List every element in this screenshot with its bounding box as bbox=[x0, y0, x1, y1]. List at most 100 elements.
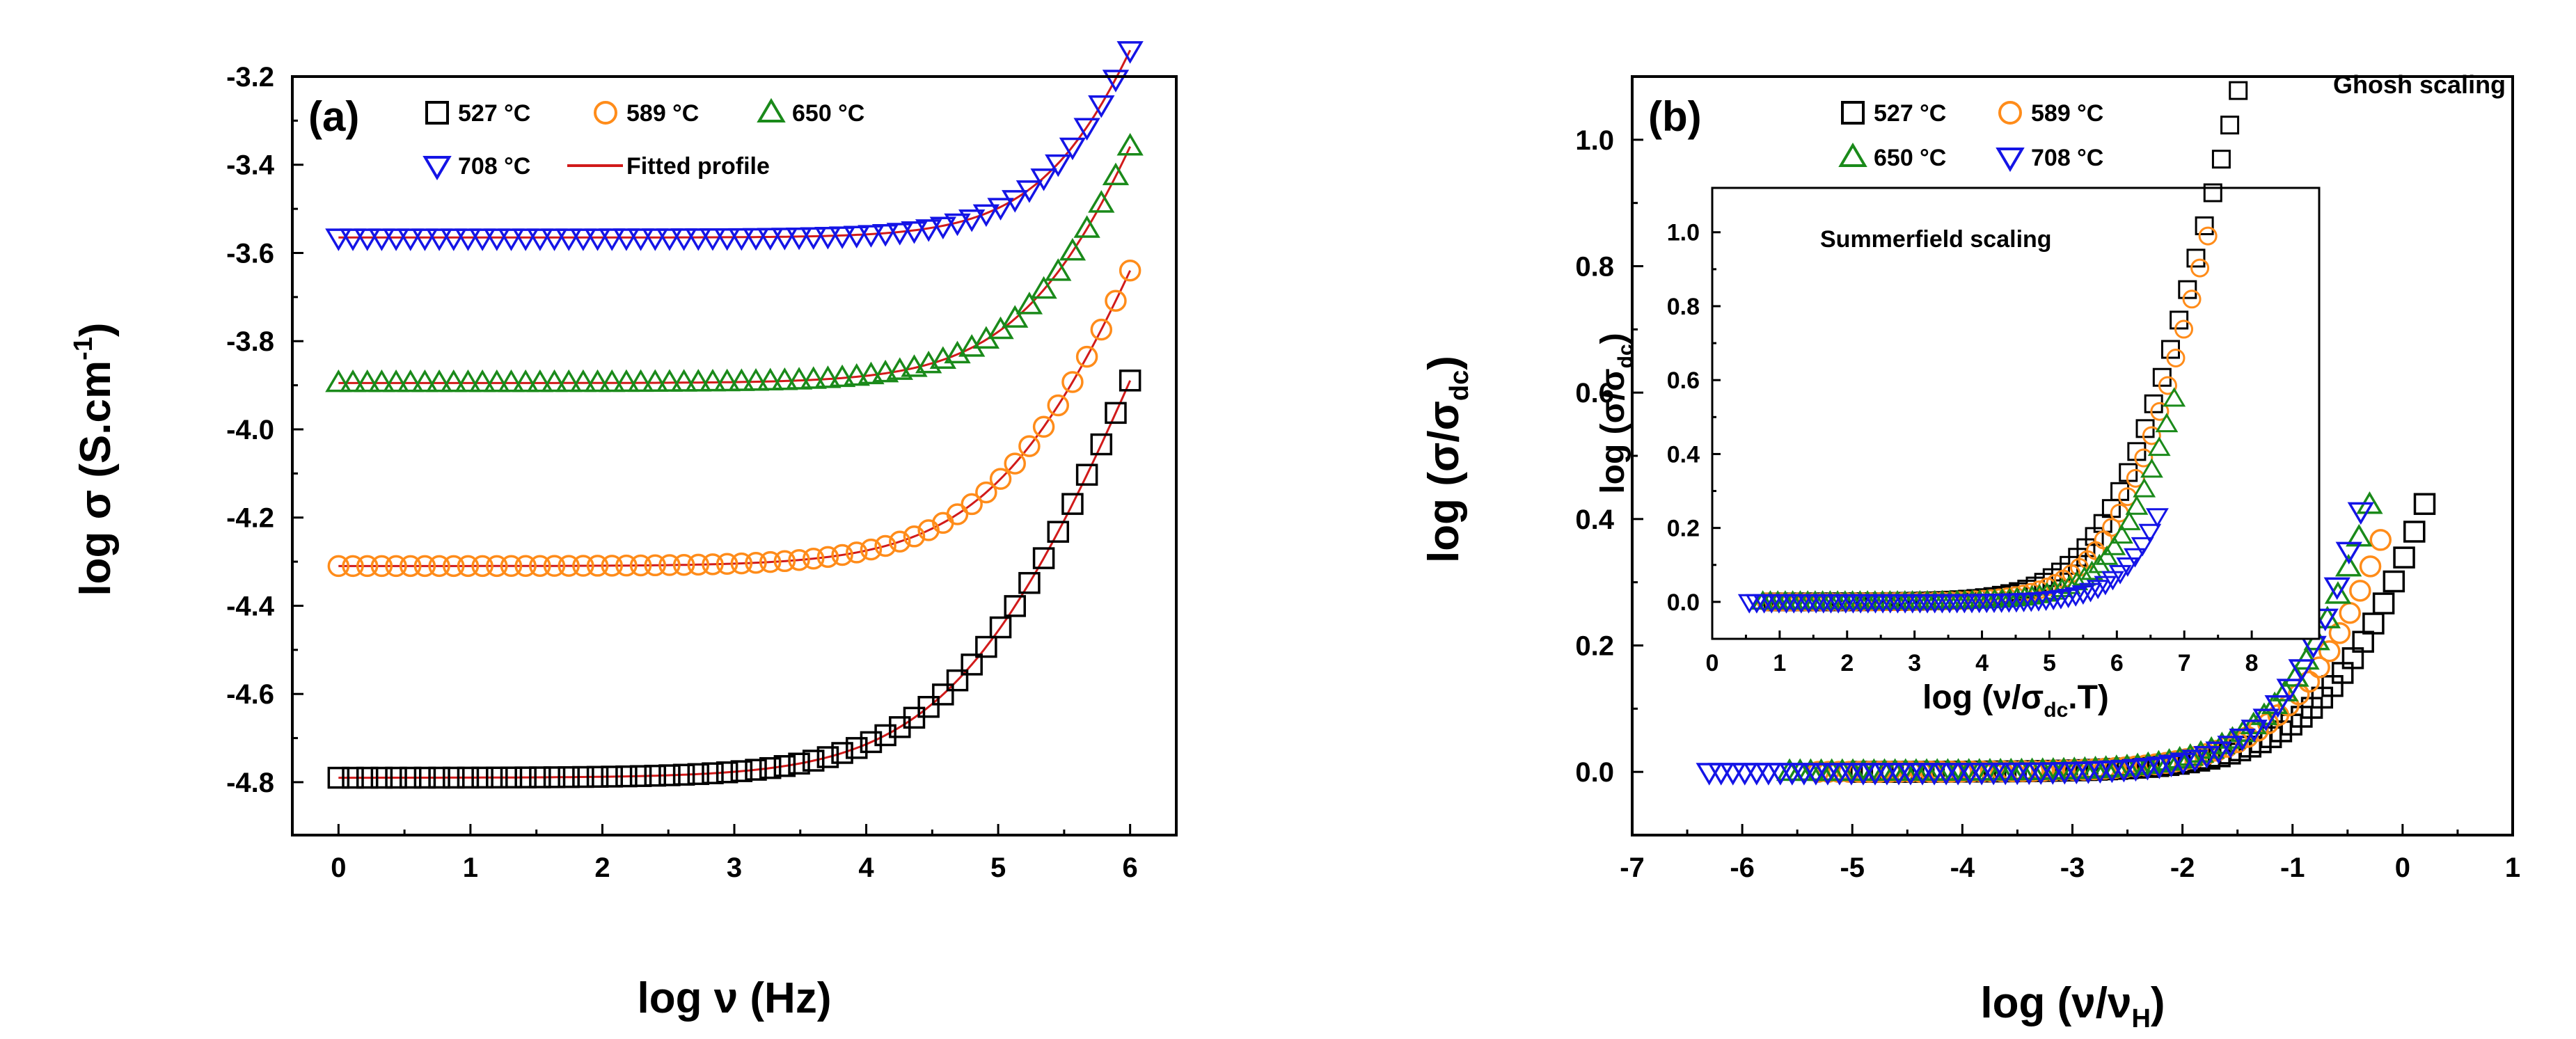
b-point-708 bbox=[2146, 756, 2173, 779]
b-legend-marker-708 bbox=[1996, 148, 2025, 173]
b-point-527 bbox=[2372, 592, 2395, 614]
b-point-708 bbox=[2193, 746, 2220, 769]
b-inset-x-axis-title: log (ν/σdc.T) bbox=[1922, 679, 2109, 722]
a-point-527 bbox=[572, 766, 594, 788]
a-series bbox=[325, 41, 1144, 789]
b-inset-point-589 bbox=[2142, 426, 2161, 445]
a-point-527 bbox=[1004, 595, 1026, 617]
b-inset-y-tick-label: 0.6 bbox=[1667, 367, 1700, 394]
a-point-589 bbox=[356, 555, 379, 578]
a-y-tick-label: -4.0 bbox=[226, 415, 274, 445]
a-point-527 bbox=[773, 755, 796, 777]
a-point-650 bbox=[814, 365, 841, 388]
a-point-527 bbox=[500, 766, 523, 788]
a-point-527 bbox=[816, 746, 839, 768]
b-inset-point-708 bbox=[2049, 589, 2073, 610]
a-y-tick-label: -3.4 bbox=[226, 150, 275, 181]
a-point-650 bbox=[339, 369, 367, 392]
a-point-527 bbox=[759, 756, 782, 779]
b-point-650 bbox=[2324, 581, 2352, 604]
a-point-589 bbox=[1004, 452, 1026, 475]
a-point-708 bbox=[526, 228, 554, 251]
a-point-708 bbox=[1088, 95, 1115, 118]
b-plot-frame bbox=[1631, 75, 2514, 836]
a-point-589 bbox=[486, 555, 508, 578]
a-point-527 bbox=[917, 696, 940, 718]
a-point-650 bbox=[1102, 162, 1130, 186]
a-point-650 bbox=[728, 368, 755, 391]
a-point-708 bbox=[713, 228, 741, 251]
a-point-708 bbox=[512, 228, 539, 251]
a-point-650 bbox=[1059, 237, 1086, 261]
a-point-708 bbox=[1102, 70, 1130, 93]
b-x-tick-label: -2 bbox=[2170, 852, 2195, 883]
a-legend-entry-708: 708 °C bbox=[422, 153, 530, 181]
a-fit-line-650 bbox=[338, 145, 1132, 384]
b-inset-point-589 bbox=[2134, 448, 2154, 468]
b-inset-point-708 bbox=[2108, 564, 2132, 585]
a-legend-marker-650 bbox=[757, 97, 786, 122]
a-point-527 bbox=[730, 760, 753, 782]
a-point-527 bbox=[745, 759, 767, 781]
b-y-tick-label: 1.0 bbox=[1575, 125, 1614, 156]
panel-a: 0 1 2 3 4 5 6 -4.8 -4.6 -4.4 -4.2 -4.0 -3.8 -3.6 -3.4 -… bbox=[69, 41, 1178, 1022]
a-point-650 bbox=[411, 369, 438, 392]
b-point-708 bbox=[1743, 763, 1770, 786]
b-point-708 bbox=[2205, 741, 2232, 764]
a-point-589 bbox=[773, 550, 796, 573]
b-x-tick-label: -5 bbox=[1840, 852, 1865, 883]
b-legend-label-589: 589 °C bbox=[2031, 100, 2103, 127]
b-point-708 bbox=[1719, 763, 1746, 786]
a-point-589 bbox=[788, 548, 810, 571]
b-x-axis-title: log (ν/νH) bbox=[1980, 979, 2165, 1033]
b-x-tick-label: 0 bbox=[2395, 852, 2410, 883]
b-inset-y-tick-label: 0.2 bbox=[1667, 516, 1700, 542]
a-point-708 bbox=[541, 228, 568, 251]
b-inset-point-527 bbox=[2220, 116, 2240, 135]
a-point-589 bbox=[874, 534, 896, 557]
a-point-527 bbox=[457, 766, 480, 789]
a-point-527 bbox=[802, 749, 825, 772]
a-point-708 bbox=[1116, 41, 1144, 64]
a-x-tick-label: 4 bbox=[858, 852, 874, 883]
a-point-708 bbox=[1002, 190, 1029, 213]
b-legend-entry-589: 589 °C bbox=[1998, 100, 2103, 127]
b-inset-x-tick-label: 3 bbox=[1908, 650, 1921, 676]
a-point-708 bbox=[987, 198, 1014, 221]
a-point-589 bbox=[543, 555, 566, 577]
a-point-589 bbox=[457, 555, 480, 578]
b-legend-entry-650: 650 °C bbox=[1838, 142, 1946, 171]
b-point-589 bbox=[2359, 555, 2382, 578]
a-point-650 bbox=[987, 316, 1014, 340]
a-point-589 bbox=[889, 530, 911, 553]
a-point-650 bbox=[871, 359, 899, 383]
b-inset-point-650 bbox=[2133, 477, 2156, 498]
b-point-708 bbox=[2170, 752, 2197, 775]
b-inset-point-650 bbox=[2103, 535, 2126, 555]
b-inset-title: Summerfield scaling bbox=[1820, 226, 2052, 253]
a-point-589 bbox=[629, 554, 652, 577]
a-point-589 bbox=[385, 555, 407, 578]
a-point-708 bbox=[599, 228, 626, 251]
a-point-650 bbox=[670, 369, 697, 392]
a-legend-marker-589 bbox=[594, 101, 617, 125]
a-point-527 bbox=[327, 766, 350, 789]
a-axes: 0 1 2 3 4 5 6 -4.8 -4.6 -4.4 -4.2 -4.0 -3.8 -3.6 -3.4 -… bbox=[226, 62, 1138, 883]
b-point-589 bbox=[2318, 640, 2341, 663]
a-point-650 bbox=[656, 369, 683, 392]
b-point-708 bbox=[2335, 541, 2362, 565]
a-point-527 bbox=[543, 766, 566, 788]
a-point-708 bbox=[382, 228, 410, 251]
a-x-axis-title: log ν (Hz) bbox=[638, 974, 832, 1022]
a-point-650 bbox=[498, 369, 525, 392]
b-point-708 bbox=[2181, 749, 2208, 772]
a-point-527 bbox=[486, 766, 508, 789]
a-y-tick-label: -3.2 bbox=[226, 62, 274, 93]
a-point-589 bbox=[672, 553, 695, 576]
a-point-589 bbox=[860, 538, 883, 561]
a-point-650 bbox=[1116, 133, 1144, 156]
b-point-708 bbox=[1755, 763, 1782, 786]
a-point-650 bbox=[627, 369, 654, 392]
a-legend-entry-650: 650 °C bbox=[757, 97, 864, 127]
a-x-tick-label: 2 bbox=[594, 852, 610, 883]
